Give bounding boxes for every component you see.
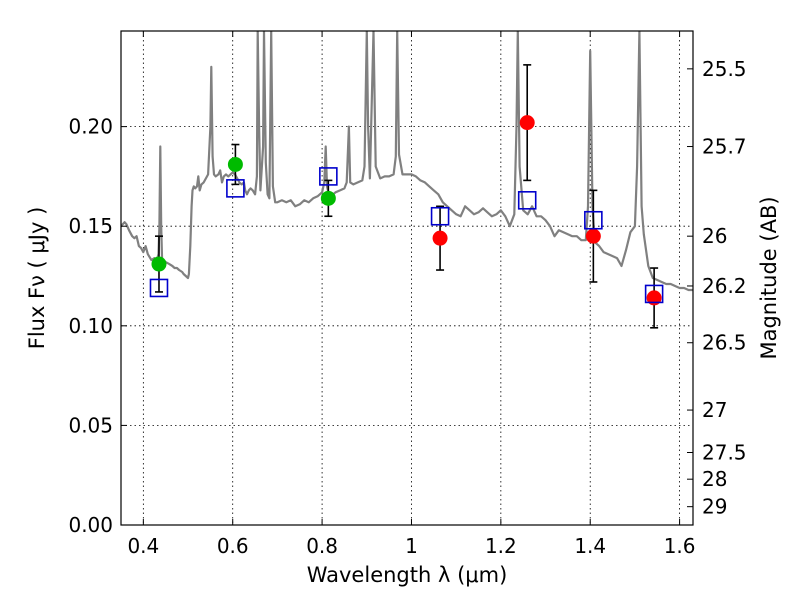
y-axis-label: Flux Fν ( μJy ) [25,207,49,350]
x-tick-label: 0.4 [127,534,159,558]
magnitude-axis-ticks: 25.5 25.7 26 26.2 26.5 27 27.5 28 29 [687,57,747,519]
data-point-square [319,167,338,186]
x-axis-ticks: 0.4 0.6 0.8 1 1.2 1.4 1.6 [127,31,696,558]
y-tick-label: 0.20 [68,115,113,139]
y-tick-label: 0.15 [68,214,113,238]
data-point-square [517,191,537,210]
data-point-square [584,210,603,230]
data-point-square [149,278,169,298]
magnitude-tick-label: 26.2 [702,274,747,298]
magnitude-tick-label: 29 [702,495,727,519]
data-point-square [430,206,450,226]
data-markers [149,115,664,306]
plot-frame [120,30,694,526]
magnitude-tick-label: 27.5 [702,440,747,464]
data-point-square [644,284,664,304]
magnitude-tick-label: 27 [702,398,727,422]
magnitude-tick-label: 25.5 [702,57,747,81]
y-tick-label: 0.05 [68,413,113,437]
grid-lines [121,31,693,525]
y-tick-label: 0.00 [68,513,113,537]
magnitude-tick-label: 28 [702,467,727,491]
data-point-square [226,179,245,198]
x-axis-label: Wavelength λ (μm) [307,563,508,587]
y-tick-label: 0.10 [68,314,113,338]
magnitude-tick-label: 26.5 [702,331,747,355]
spectrum-line [121,31,693,292]
model-spectrum [121,31,693,292]
x-tick-label: 1.6 [664,534,696,558]
magnitude-axis-label: Magnitude (AB) [757,196,781,359]
x-tick-label: 1.4 [574,534,606,558]
x-tick-label: 0.8 [306,534,338,558]
x-tick-label: 1.2 [485,534,517,558]
data-point-circle [432,230,448,246]
magnitude-tick-label: 26 [702,224,727,248]
magnitude-tick-label: 25.7 [702,135,747,159]
data-point-circle [151,256,167,272]
data-point-circle [227,156,243,172]
data-point-circle [519,115,535,131]
x-tick-label: 1 [405,534,418,558]
x-tick-label: 0.6 [217,534,249,558]
data-point-circle [320,190,336,206]
data-point-circle [585,228,601,244]
y-axis-ticks: 0.00 0.05 0.10 0.15 0.20 [68,115,127,537]
